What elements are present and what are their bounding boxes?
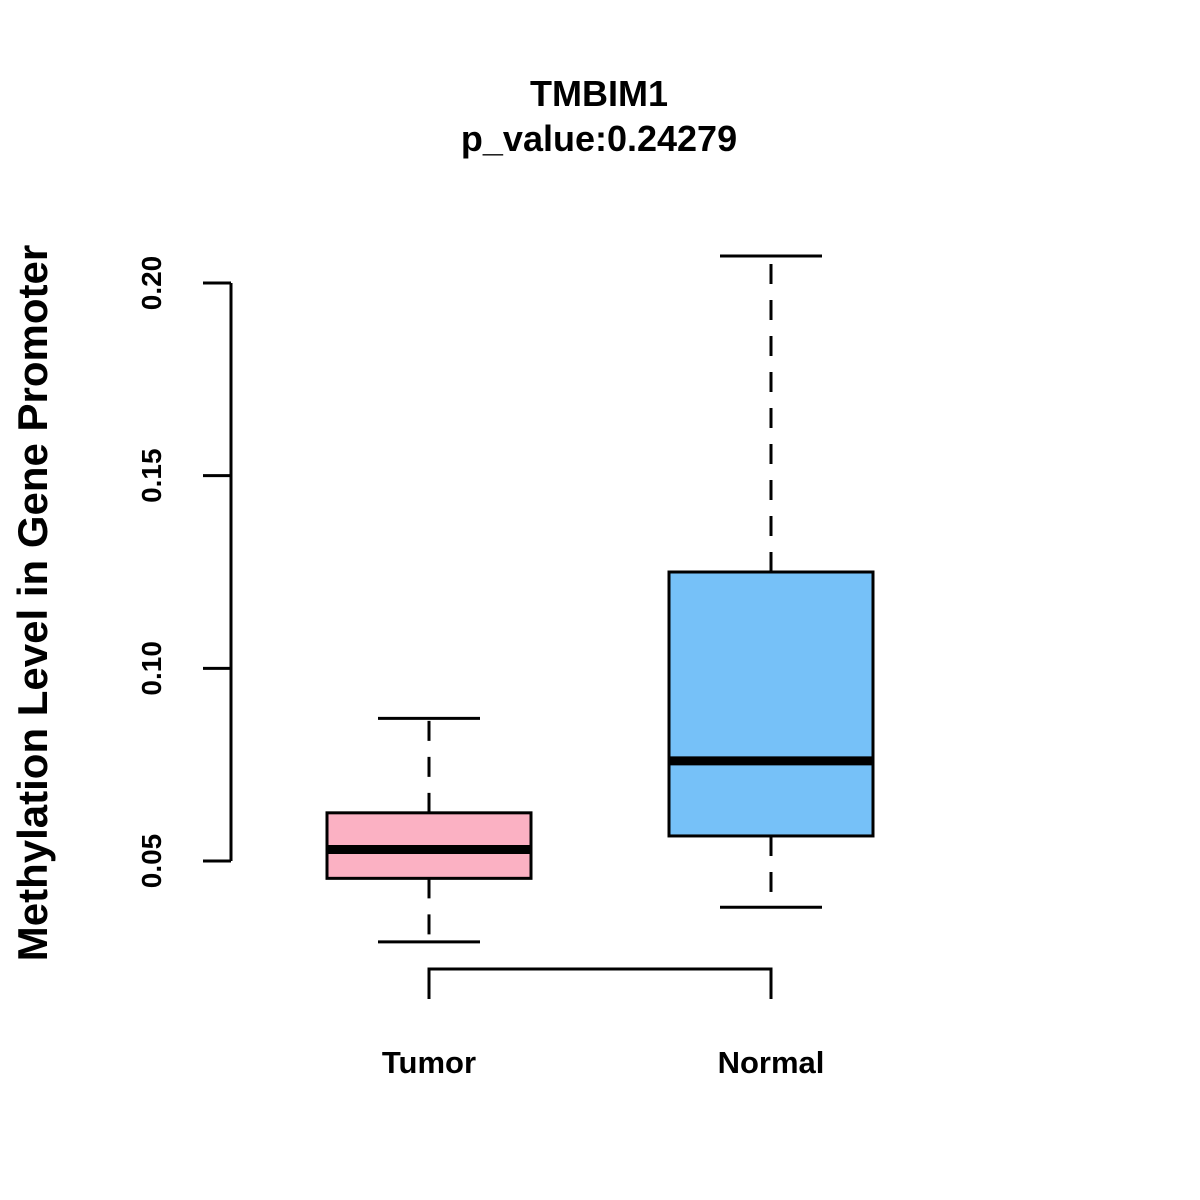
chart-subtitle: p_value:0.24279 (461, 118, 737, 159)
y-axis: 0.05 0.10 0.15 0.20 (136, 256, 233, 889)
boxes-layer (325, 254, 875, 944)
y-axis-label: Methylation Level in Gene Promoter (9, 245, 56, 961)
box-normal (667, 254, 875, 909)
y-tick-label: 0.15 (136, 448, 167, 503)
bracket-line (427, 967, 773, 999)
y-tick-label: 0.05 (136, 834, 167, 889)
y-tick-label: 0.10 (136, 641, 167, 696)
comparison-bracket (427, 967, 773, 999)
x-axis-categories: Tumor Normal (382, 1045, 824, 1080)
y-tick-label: 0.20 (136, 256, 167, 311)
iqr-box (667, 570, 875, 838)
chart-title: TMBIM1 (530, 73, 668, 114)
x-category-label: Tumor (382, 1045, 476, 1080)
box-tumor (325, 716, 533, 944)
x-category-label: Normal (718, 1045, 825, 1080)
